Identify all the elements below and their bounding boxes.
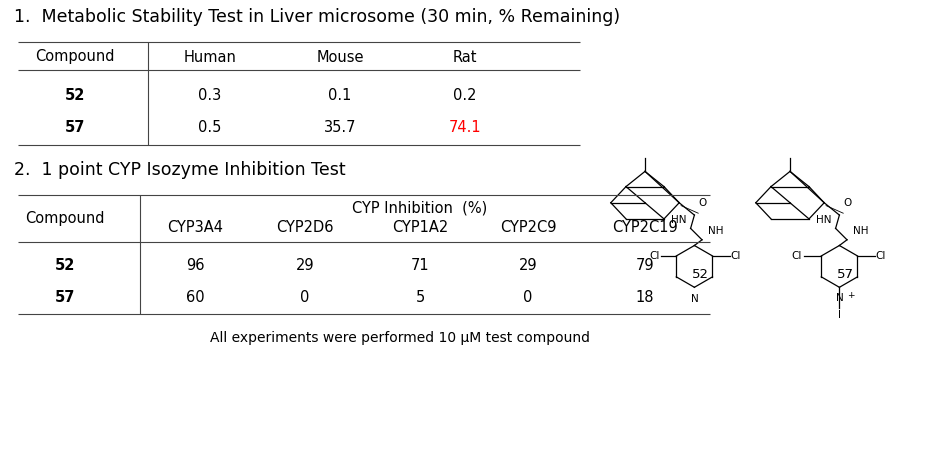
Text: 79: 79 [635,258,655,274]
Text: 29: 29 [519,258,537,274]
Text: NH: NH [707,226,723,236]
Text: 0: 0 [523,290,532,306]
Text: 2.  1 point CYP Isozyme Inhibition Test: 2. 1 point CYP Isozyme Inhibition Test [14,161,345,179]
Text: 35.7: 35.7 [324,119,357,134]
Text: Cl: Cl [792,251,802,261]
Text: 1.  Metabolic Stability Test in Liver microsome (30 min, % Remaining): 1. Metabolic Stability Test in Liver mic… [14,8,620,26]
Text: HN: HN [671,215,687,225]
Text: 57: 57 [55,290,75,306]
Text: NH: NH [853,226,869,236]
Text: O: O [698,197,707,207]
Text: 0.5: 0.5 [198,119,221,134]
Text: Human: Human [183,49,236,64]
Text: 0.2: 0.2 [453,87,477,102]
Text: 52: 52 [55,258,75,274]
Text: Cl: Cl [649,251,659,261]
Text: All experiments were performed 10 μM test compound: All experiments were performed 10 μM tes… [210,331,590,345]
Text: HN: HN [817,215,832,225]
Text: 74.1: 74.1 [449,119,482,134]
Text: 57: 57 [836,268,854,282]
Text: Cl: Cl [731,251,741,261]
Text: CYP Inhibition  (%): CYP Inhibition (%) [353,201,488,216]
Text: 18: 18 [636,290,655,306]
Text: Compound: Compound [25,211,105,226]
Text: Mouse: Mouse [317,49,364,64]
Text: CYP3A4: CYP3A4 [167,220,223,235]
Text: N: N [691,294,698,304]
Text: N: N [835,293,844,303]
Text: 29: 29 [295,258,314,274]
Text: CYP1A2: CYP1A2 [392,220,448,235]
Text: 57: 57 [65,119,85,134]
Text: 52: 52 [65,87,85,102]
Text: 52: 52 [692,268,708,282]
Text: Cl: Cl [876,251,886,261]
Text: 96: 96 [186,258,205,274]
Text: 0: 0 [300,290,309,306]
Text: 71: 71 [411,258,430,274]
Text: 0.1: 0.1 [329,87,352,102]
Text: Compound: Compound [35,49,115,64]
Text: 0.3: 0.3 [198,87,221,102]
Text: CYP2C19: CYP2C19 [612,220,678,235]
Text: +: + [847,291,855,300]
Text: O: O [844,197,851,207]
Text: CYP2C9: CYP2C9 [500,220,557,235]
Text: 5: 5 [416,290,425,306]
Text: CYP2D6: CYP2D6 [276,220,333,235]
Text: Rat: Rat [453,49,477,64]
Text: I: I [838,310,841,320]
Text: 60: 60 [186,290,205,306]
